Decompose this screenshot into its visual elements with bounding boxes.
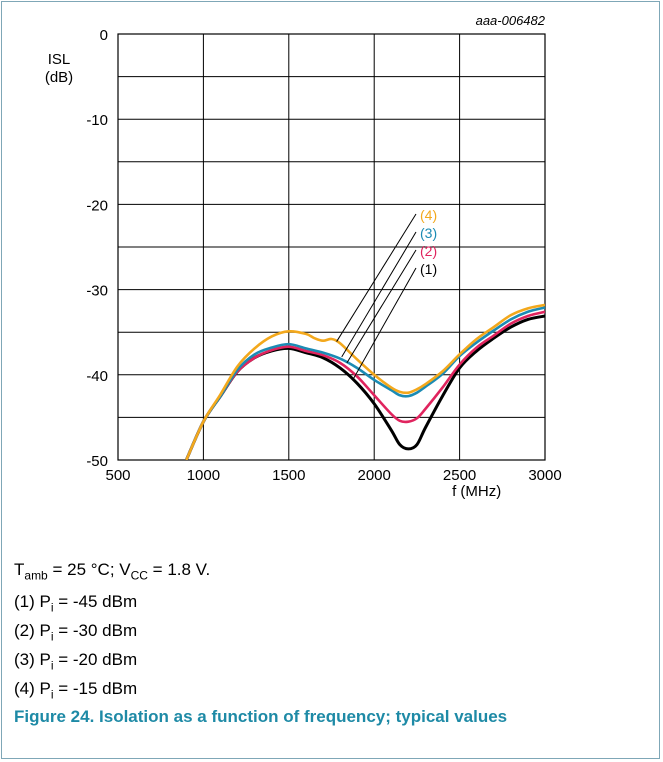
y-tick-label: -20 bbox=[86, 197, 108, 214]
series-annotation-3: (3) bbox=[420, 225, 437, 241]
chart-series bbox=[184, 303, 545, 460]
note-2-sub: i bbox=[50, 629, 54, 644]
note-3-value: = -20 dBm bbox=[53, 650, 138, 669]
series-line-4 bbox=[185, 303, 545, 460]
x-tick-label: 1000 bbox=[187, 467, 220, 484]
note-3-label: (3) P bbox=[14, 650, 51, 669]
y-tick-label: -40 bbox=[86, 368, 108, 385]
x-tick-label: 2500 bbox=[443, 467, 476, 484]
series-annotation-4: (4) bbox=[420, 207, 437, 223]
y-tick-label: -10 bbox=[86, 112, 108, 129]
y-axis-label: ISL bbox=[48, 51, 71, 68]
series-annotation-2: (2) bbox=[420, 243, 437, 259]
note-4: (4) Pi = -15 dBm bbox=[14, 679, 138, 702]
note-2-label: (2) P bbox=[14, 621, 51, 640]
x-axis-label: f (MHz) bbox=[452, 483, 501, 500]
series-line-3 bbox=[185, 306, 545, 460]
series-annotation-1: (1) bbox=[420, 261, 437, 277]
note-4-value: = -15 dBm bbox=[53, 679, 138, 698]
note-1-label: (1) P bbox=[14, 592, 51, 611]
note-4-label: (4) P bbox=[14, 679, 51, 698]
note-3-sub: i bbox=[50, 658, 54, 673]
series-line-2 bbox=[185, 310, 545, 460]
cond-t-sub: amb bbox=[24, 568, 48, 583]
note-2-value: = -30 dBm bbox=[53, 621, 138, 640]
y-tick-label: 0 bbox=[100, 27, 108, 44]
note-4-sub: i bbox=[50, 687, 54, 702]
leader-line-3 bbox=[341, 231, 417, 358]
plot-border bbox=[117, 33, 546, 461]
y-tick-label: -50 bbox=[86, 453, 108, 470]
leader-line-2 bbox=[346, 249, 417, 364]
annotation-leaders bbox=[336, 213, 417, 379]
leader-line-4 bbox=[336, 213, 417, 342]
note-1: (1) Pi = -45 dBm bbox=[14, 592, 138, 615]
note-3: (3) Pi = -20 dBm bbox=[14, 650, 138, 673]
note-1-value: = -45 dBm bbox=[53, 592, 138, 611]
cond-v-rest: = 1.8 V. bbox=[147, 560, 211, 579]
x-tick-label: 2000 bbox=[358, 467, 391, 484]
chart-grid bbox=[117, 33, 546, 461]
cond-t-symbol: T bbox=[14, 560, 25, 579]
y-axis-unit: (dB) bbox=[45, 69, 73, 86]
figure-id: aaa-006482 bbox=[476, 13, 546, 28]
x-tick-label: 1500 bbox=[272, 467, 305, 484]
leader-line-1 bbox=[353, 267, 417, 379]
note-2: (2) Pi = -30 dBm bbox=[14, 621, 138, 644]
test-conditions: Tamb = 25 °C; VCC = 1.8 V. bbox=[14, 560, 211, 583]
x-tick-label: 3000 bbox=[528, 467, 561, 484]
note-1-sub: i bbox=[50, 600, 54, 615]
cond-v-sub: CC bbox=[130, 568, 148, 583]
x-tick-label: 500 bbox=[105, 467, 130, 484]
cond-t-rest: = 25 °C; V bbox=[47, 560, 131, 579]
figure-title: Figure 24. Isolation as a function of fr… bbox=[14, 707, 508, 726]
y-tick-label: -30 bbox=[86, 283, 108, 300]
